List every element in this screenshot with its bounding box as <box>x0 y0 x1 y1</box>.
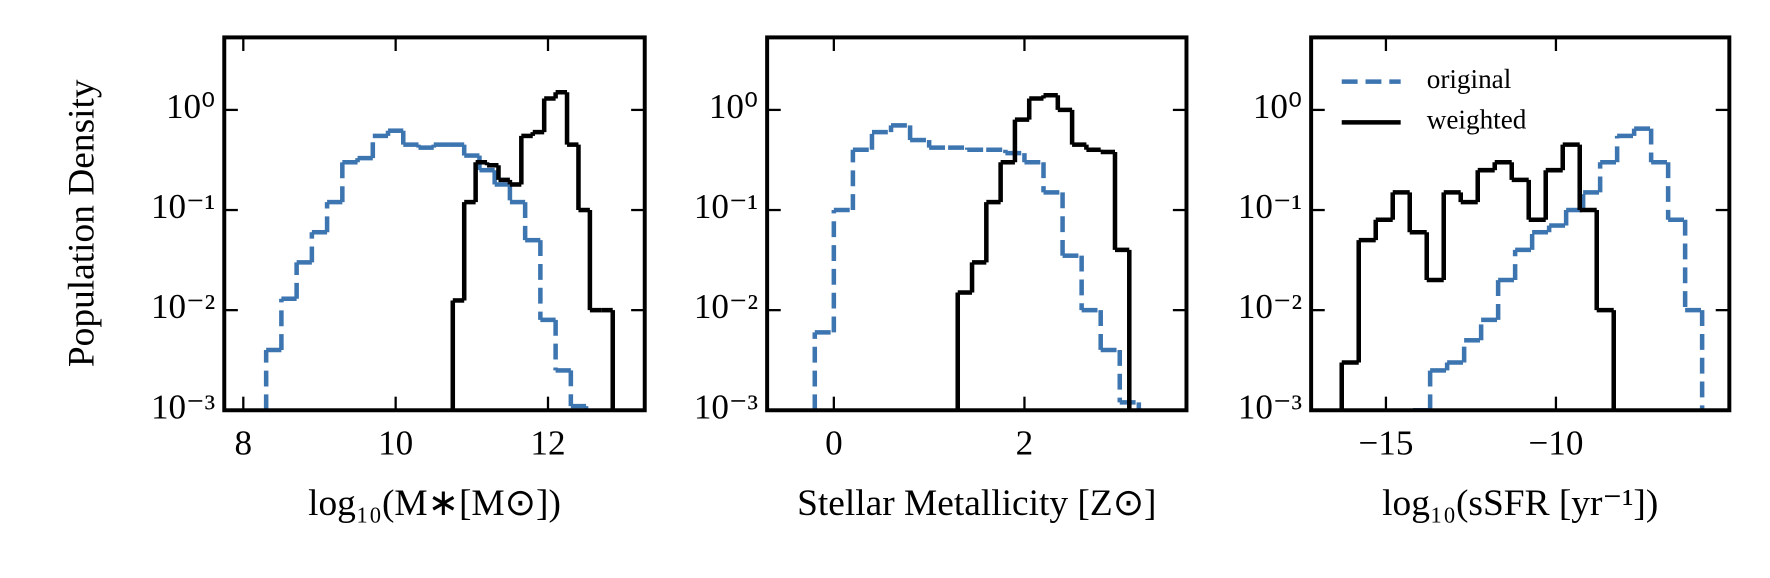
y-tick-label: 10⁻² <box>694 287 758 326</box>
axes-frame <box>1309 35 1732 413</box>
x-tick-label: −15 <box>1358 424 1413 463</box>
y-tick-label: 10⁻¹ <box>151 187 215 226</box>
y-tick-label: 10⁰ <box>166 87 215 126</box>
x-axis-label: Stellar Metallicity [Z⊙] <box>797 483 1156 524</box>
y-tick-label: 10⁰ <box>1253 87 1302 126</box>
y-tick-label: 10⁻³ <box>1238 387 1302 426</box>
x-tick-label: 10 <box>378 424 413 463</box>
x-tick-label: −10 <box>1528 424 1583 463</box>
x-tick-label: 8 <box>235 424 253 463</box>
y-tick-label: 10⁻¹ <box>1238 187 1302 226</box>
legend-label: original <box>1427 64 1512 94</box>
plot-area <box>263 90 616 411</box>
panel: 10⁻³ 10⁻² 10⁻¹ 10⁰ −15 −10 log₁₀(sSFR [yr⁻¹]) o… <box>1238 35 1732 524</box>
y-tick-label: 10⁻³ <box>151 387 215 426</box>
axes-frame <box>222 35 647 413</box>
y-tick-label: 10⁰ <box>709 87 758 126</box>
x-tick-label: 2 <box>1016 424 1034 463</box>
x-tick-label: 12 <box>530 424 565 463</box>
panel: 10⁻³ 10⁻² 10⁻¹ 10⁰ 8 10 12 log₁₀(M∗[M⊙]) Populat… <box>61 35 647 524</box>
y-tick-label: 10⁻² <box>151 287 215 326</box>
x-axis-label: log₁₀(sSFR [yr⁻¹]) <box>1382 483 1658 524</box>
plot-area <box>812 93 1142 411</box>
y-tick-label: 10⁻³ <box>694 387 758 426</box>
legend-label: weighted <box>1427 105 1527 135</box>
y-tick-label: 10⁻² <box>1238 287 1302 326</box>
y-axis-label: Population Density <box>61 79 102 367</box>
panel: 10⁻³ 10⁻² 10⁻¹ 10⁰ 0 2 Stellar Metallicity [Z⊙… <box>694 35 1189 524</box>
x-axis-label: log₁₀(M∗[M⊙]) <box>308 483 561 524</box>
axes-frame <box>765 35 1189 413</box>
y-tick-label: 10⁻¹ <box>694 187 758 226</box>
x-tick-label: 0 <box>825 424 843 463</box>
plot-area <box>1339 126 1705 411</box>
